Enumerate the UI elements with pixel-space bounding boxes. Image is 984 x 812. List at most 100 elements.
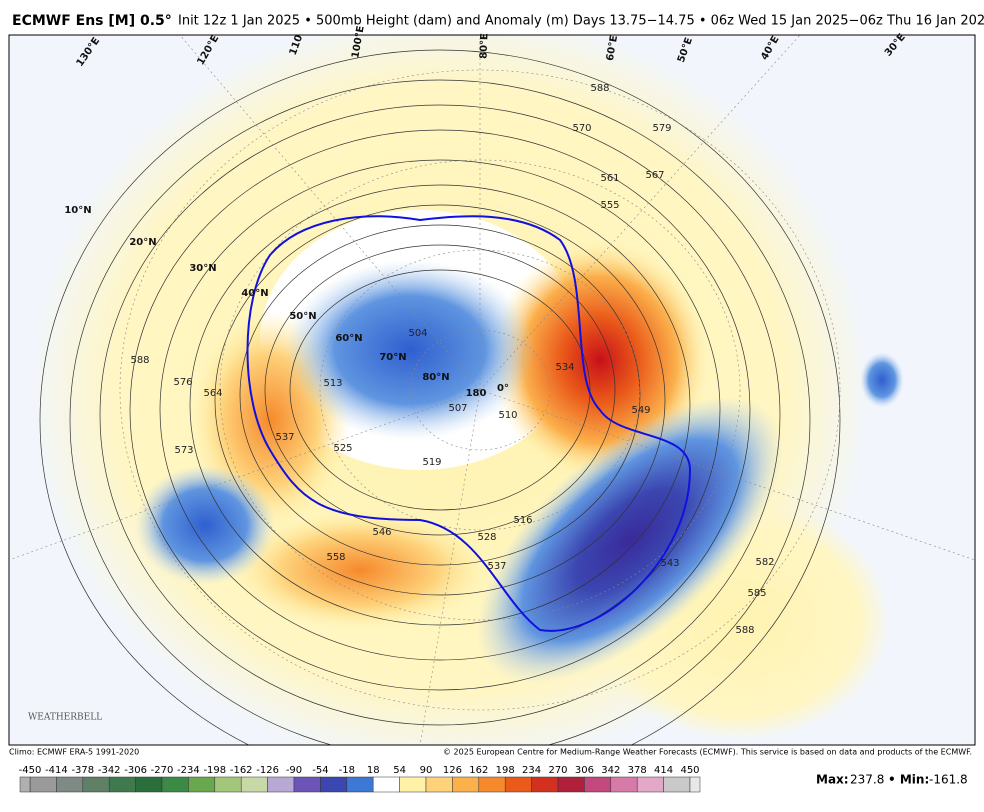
colorbar-swatch (293, 776, 321, 793)
colorbar-tick-label: -54 (312, 765, 328, 776)
colorbar-swatch (320, 776, 348, 793)
colorbar-tick-label: -378 (71, 765, 94, 776)
colorbar-swatch (425, 776, 453, 793)
longitude-label: 60°E (605, 34, 620, 61)
model-name: ECMWF Ens [M] 0.5° (12, 13, 172, 29)
colorbar-swatch (663, 776, 691, 793)
longitude-label: 180 (466, 388, 487, 399)
colorbar-swatch (82, 776, 110, 793)
contour-label: 543 (660, 558, 679, 569)
contour-label: 504 (408, 328, 427, 339)
contour-label: 507 (448, 403, 467, 414)
latitude-label: 70°N (379, 352, 406, 363)
map (9, 35, 975, 745)
latitude-label: 60°N (335, 333, 362, 344)
contour-label: 570 (572, 123, 591, 134)
colorbar-swatch (557, 776, 585, 793)
colorbar-swatch (531, 776, 559, 793)
colorbar-tick-label: 414 (654, 765, 673, 776)
contour-label: 585 (747, 588, 766, 599)
colorbar-swatch (346, 776, 374, 793)
colorbar-swatch (108, 776, 136, 793)
latitude-label: 80°N (422, 372, 449, 383)
colorbar-swatch (478, 776, 506, 793)
max-value: 237.8 (850, 773, 884, 787)
colorbar-tick-label: 162 (469, 765, 488, 776)
latitude-label: 20°N (129, 237, 156, 248)
max-label: Max: (816, 773, 849, 787)
colorbar-swatch (584, 776, 612, 793)
latitude-label: 50°N (289, 311, 316, 322)
longitude-label: 80°E (479, 33, 491, 59)
contour-label: 564 (203, 388, 222, 399)
colorbar-tick-label: 234 (522, 765, 541, 776)
colorbar-tick-label: -18 (339, 765, 355, 776)
colorbar-tick-label: 198 (496, 765, 515, 776)
contour-label: 561 (600, 173, 619, 184)
colorbar-swatch (372, 776, 400, 793)
colorbar-swatch (56, 776, 84, 793)
latitude-label: 30°N (189, 263, 216, 274)
contour-label: 516 (513, 515, 532, 526)
colorbar-swatch (29, 776, 57, 793)
colorbar-swatch (135, 776, 163, 793)
colorbar-tick-label: -90 (286, 765, 302, 776)
colorbar-tick-label: 54 (393, 765, 406, 776)
colorbar-swatch (240, 776, 268, 793)
colorbar-end (19, 776, 31, 793)
colorbar-tick-label: -234 (177, 765, 200, 776)
contour-label: 525 (333, 443, 352, 454)
contour-label: 573 (174, 445, 193, 456)
contour-label: 582 (755, 557, 774, 568)
contour-label: 519 (422, 457, 441, 468)
contour-label: 555 (600, 200, 619, 211)
contour-label: 558 (326, 552, 345, 563)
colorbar-swatch (161, 776, 189, 793)
colorbar-swatch (399, 776, 427, 793)
contour-label: 567 (645, 170, 664, 181)
contour-label: 510 (498, 410, 517, 421)
colorbar-tick-label: -270 (151, 765, 174, 776)
colorbar-swatch (214, 776, 242, 793)
colorbar-tick-label: -306 (124, 765, 147, 776)
contour-label: 534 (555, 362, 574, 373)
colorbar-tick-label: 90 (420, 765, 433, 776)
colorbar-end (689, 776, 701, 793)
colorbar-tick-label: 126 (443, 765, 462, 776)
climo-note: Climo: ECMWF ERA-5 1991-2020 (9, 748, 139, 757)
min-value: -161.8 (929, 773, 968, 787)
title: Init 12z 1 Jan 2025 • 500mb Height (dam)… (178, 14, 984, 29)
contour-label: 576 (173, 377, 192, 388)
logo: WEATHERBELL (28, 713, 102, 723)
colorbar-tick-label: -162 (230, 765, 253, 776)
colorbar-tick-label: -126 (256, 765, 279, 776)
colorbar-swatch (267, 776, 295, 793)
contour-label: 528 (477, 532, 496, 543)
contour-label: 588 (735, 625, 754, 636)
map-frame (8, 34, 976, 746)
contour-label: 579 (652, 123, 671, 134)
colorbar-tick-label: 378 (628, 765, 647, 776)
colorbar-swatch (188, 776, 216, 793)
contour-label: 537 (275, 432, 294, 443)
contour-label: 513 (323, 378, 342, 389)
contour-label: 546 (372, 527, 391, 538)
contour-label: 549 (631, 405, 650, 416)
colorbar-tick-label: -450 (19, 765, 42, 776)
contour-label: 537 (487, 561, 506, 572)
longitude-label: 0° (497, 383, 509, 394)
colorbar-tick-label: -414 (45, 765, 68, 776)
colorbar-swatch (452, 776, 480, 793)
colorbar-tick-label: 270 (548, 765, 567, 776)
contour-label: 588 (130, 355, 149, 366)
colorbar-swatch (610, 776, 638, 793)
colorbar-tick-label: 342 (601, 765, 620, 776)
latitude-label: 10°N (64, 205, 91, 216)
colorbar-tick-label: -342 (98, 765, 121, 776)
min-label: • Min: (888, 773, 929, 787)
contour-label: 588 (590, 83, 609, 94)
colorbar-tick-label: 18 (367, 765, 380, 776)
colorbar-swatch (504, 776, 532, 793)
colorbar-tick-label: -198 (203, 765, 226, 776)
